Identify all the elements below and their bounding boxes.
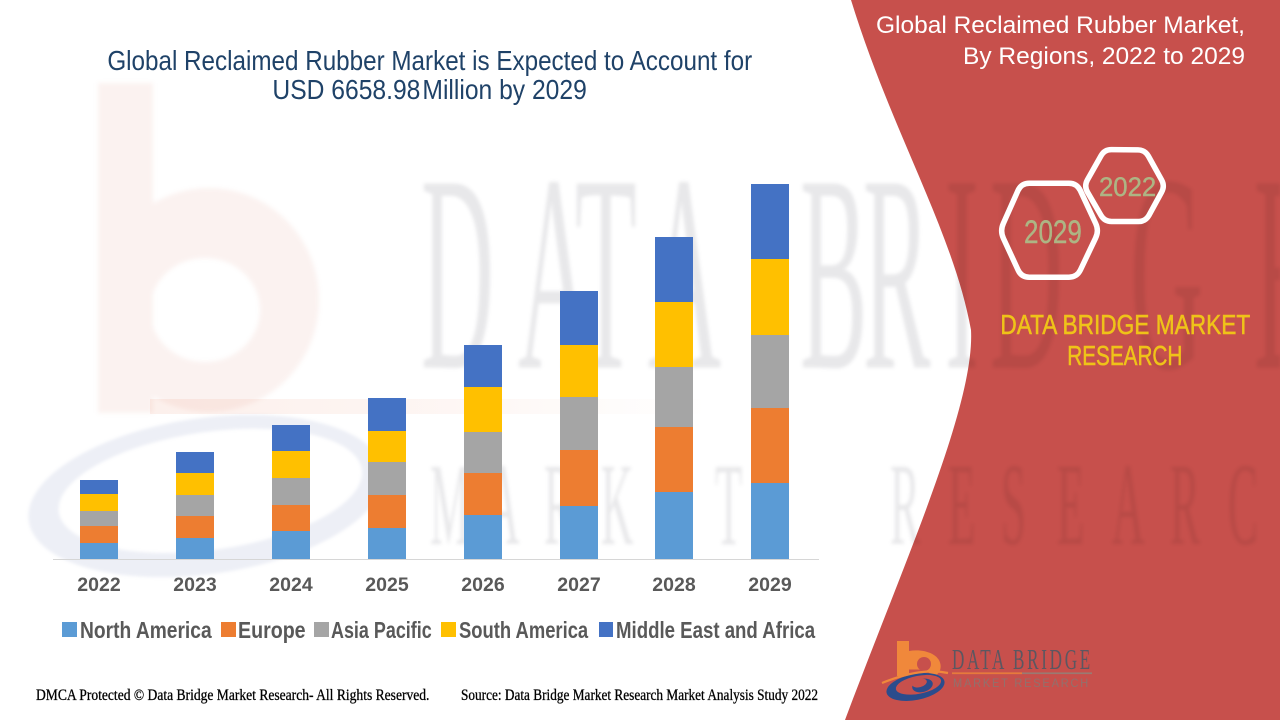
svg-text:MARKET RESEARCH: MARKET RESEARCH [953,676,1090,690]
svg-text:DATA BRIDGE: DATA BRIDGE [952,645,1093,677]
